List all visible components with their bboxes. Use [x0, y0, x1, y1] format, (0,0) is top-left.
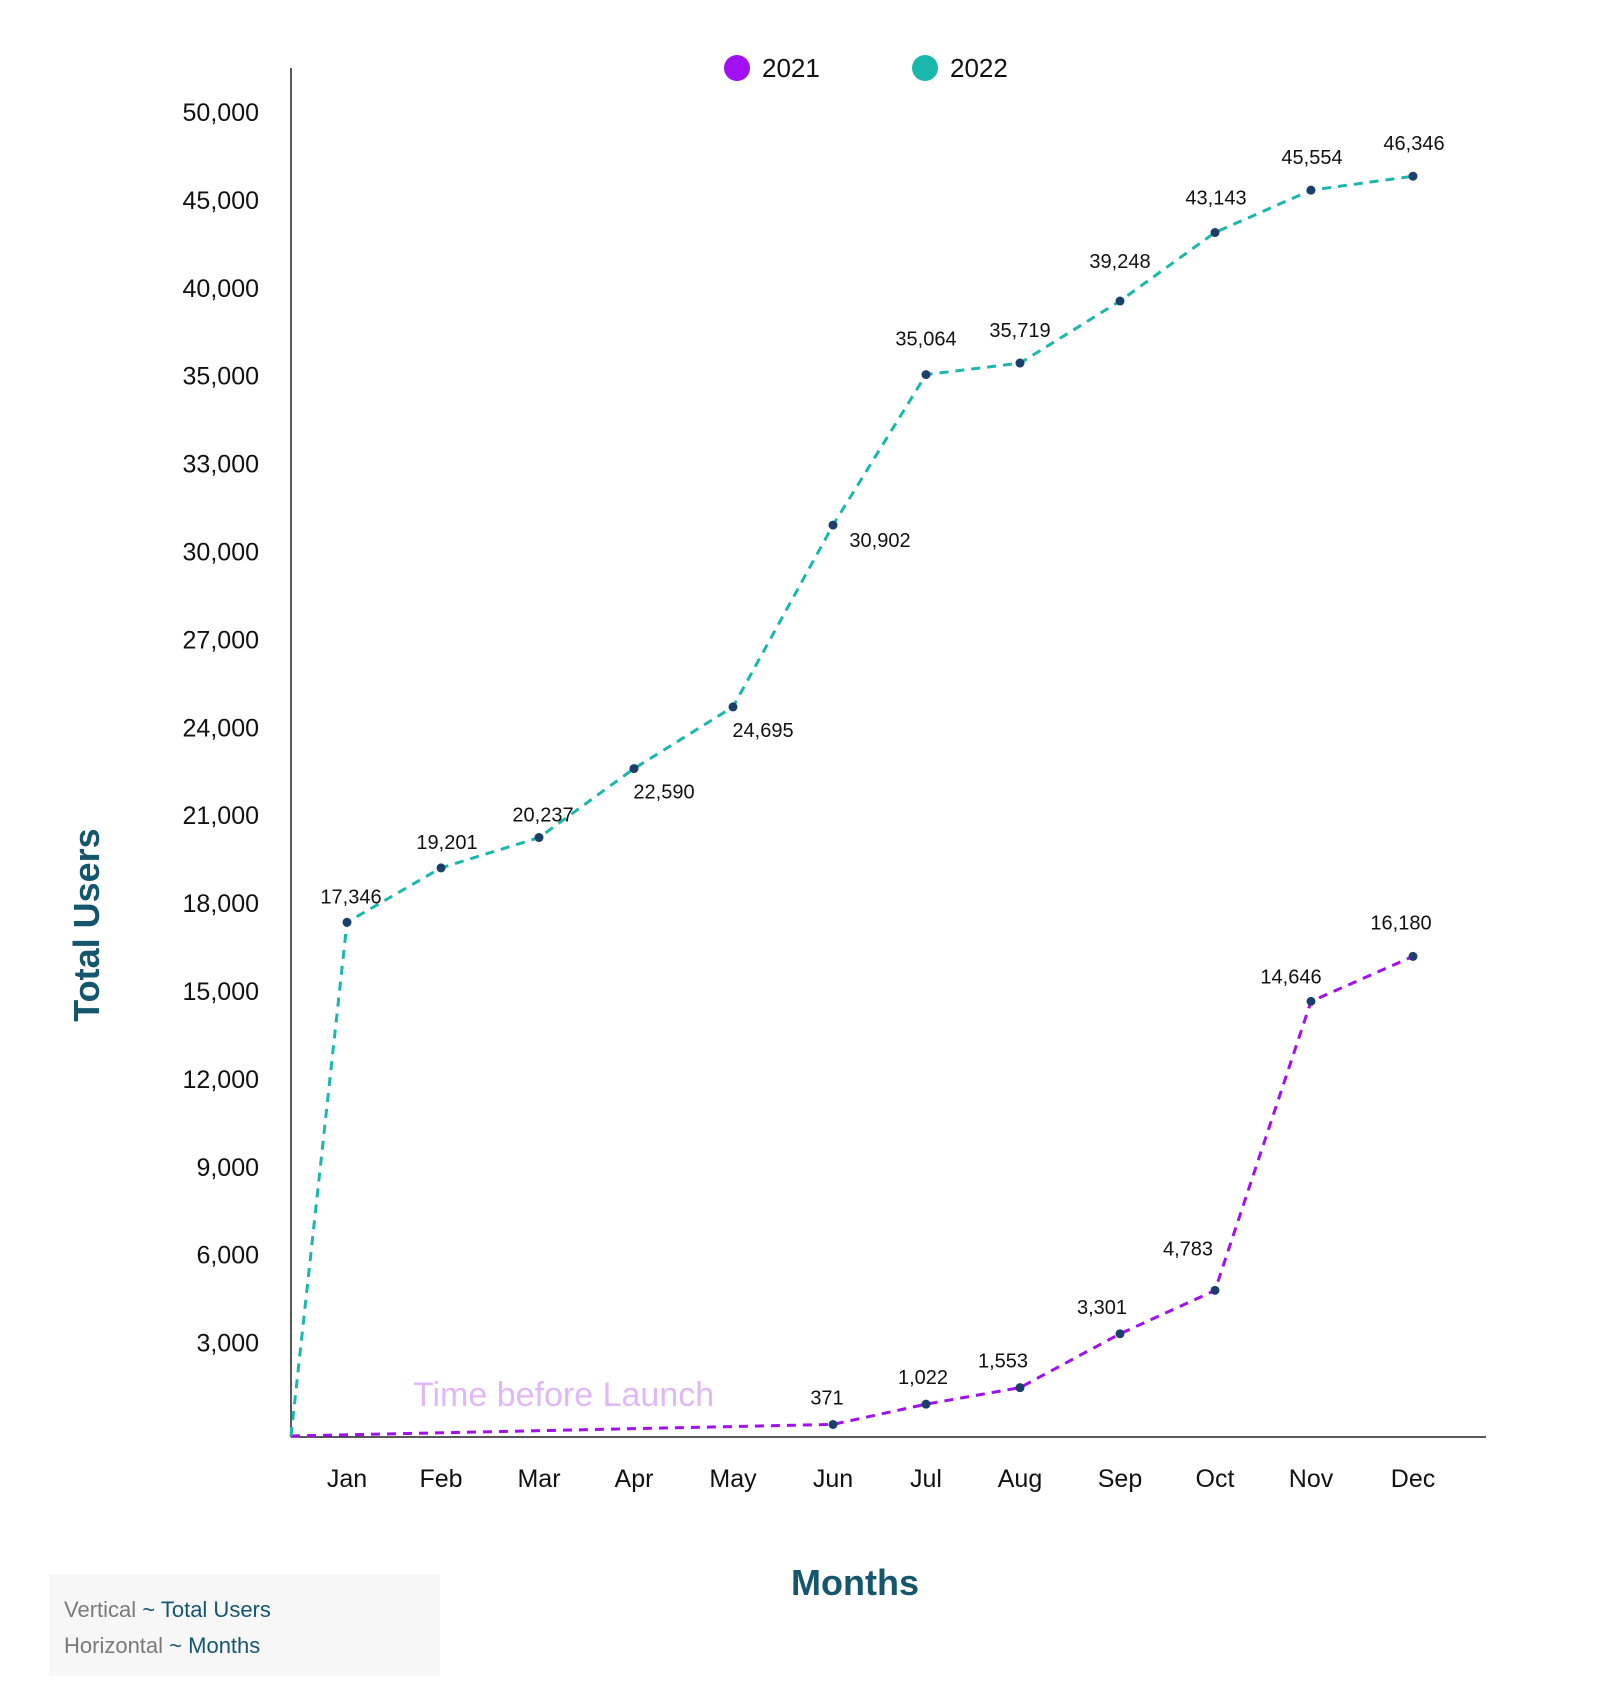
data-label-2022-aug: 35,719 — [989, 320, 1050, 342]
data-label-2021-nov: 14,646 — [1260, 966, 1321, 988]
point-2021-sep — [1115, 1329, 1125, 1339]
point-2022-mar — [534, 833, 544, 843]
data-label-2022-dec: 46,346 — [1383, 133, 1444, 155]
data-label-2022-apr: 22,590 — [633, 782, 694, 804]
point-2022-oct — [1210, 228, 1220, 238]
point-2021-oct — [1210, 1285, 1220, 1295]
x-tick-label-jun: Jun — [813, 1465, 853, 1493]
legend-swatch-2022 — [912, 55, 938, 81]
y-axis-title: Total Users — [66, 828, 107, 1021]
y-axis-ticks: 3,000 6,000 9,000 12,000 15,000 18,000 21,000 2… — [183, 99, 259, 1358]
data-label-2021-sep: 3,301 — [1077, 1297, 1127, 1319]
y-tick-label: 27,000 — [183, 626, 259, 654]
y-tick-label: 24,000 — [183, 714, 259, 742]
point-2022-feb — [436, 863, 446, 873]
y-tick-label: 9,000 — [196, 1154, 259, 1182]
y-tick-label: 3,000 — [196, 1330, 259, 1358]
x-tick-label-may: May — [709, 1465, 757, 1493]
y-tick-label: 40,000 — [183, 275, 259, 303]
point-2022-may — [728, 702, 738, 712]
axes — [290, 68, 1486, 1438]
data-label-2021-aug: 1,553 — [978, 1351, 1028, 1373]
point-2022-apr — [629, 764, 639, 774]
y-tick-label: 45,000 — [183, 187, 259, 215]
x-tick-label-aug: Aug — [998, 1465, 1042, 1493]
point-2022-dec — [1408, 171, 1418, 181]
legend-label-2021: 2021 — [762, 53, 820, 83]
note-horizontal-value: ~ Months — [169, 1633, 261, 1658]
legend-swatch-2021 — [724, 55, 750, 81]
note-vertical-line: Vertical ~ Total Users — [64, 1592, 440, 1628]
x-tick-label-nov: Nov — [1289, 1465, 1334, 1493]
x-axis-ticks: Jan Feb Mar Apr May Jun Jul Aug Sep Oct Nov Dec — [327, 1465, 1435, 1493]
data-label-2022-oct: 43,143 — [1185, 188, 1246, 210]
x-tick-label-feb: Feb — [419, 1465, 462, 1493]
legend: 2021 2022 — [724, 53, 1008, 83]
note-horizontal-line: Horizontal ~ Months — [64, 1628, 440, 1664]
data-label-2021-dec: 16,180 — [1370, 912, 1431, 934]
point-2021-jul — [921, 1399, 931, 1409]
data-label-2022-jul: 35,064 — [895, 329, 956, 351]
point-2021-jun — [828, 1419, 838, 1429]
point-2022-jan — [342, 917, 352, 927]
point-2021-aug — [1015, 1383, 1025, 1393]
data-label-2021-jun: 371 — [810, 1387, 843, 1409]
y-tick-label: 6,000 — [196, 1242, 259, 1270]
x-axis-title: Months — [791, 1562, 919, 1603]
y-tick-label: 18,000 — [183, 890, 259, 918]
point-2022-sep — [1115, 296, 1125, 306]
note-vertical-key: Vertical — [64, 1597, 137, 1622]
y-tick-label: 21,000 — [183, 802, 259, 830]
x-tick-label-sep: Sep — [1098, 1465, 1142, 1493]
series-line-2022 — [289, 174, 1414, 1437]
data-label-2021-oct: 4,783 — [1163, 1238, 1213, 1260]
axis-key-note: Vertical ~ Total Users Horizontal ~ Mont… — [49, 1574, 440, 1676]
x-tick-label-dec: Dec — [1391, 1465, 1435, 1493]
time-before-launch-annotation: Time before Launch — [413, 1376, 714, 1414]
y-tick-label: 33,000 — [183, 451, 259, 479]
y-tick-label: 50,000 — [183, 99, 259, 127]
data-label-2022-sep: 39,248 — [1089, 251, 1150, 273]
note-horizontal-key: Horizontal — [64, 1633, 164, 1658]
y-tick-label: 30,000 — [183, 539, 259, 567]
point-2022-nov — [1306, 185, 1316, 195]
x-tick-label-mar: Mar — [517, 1465, 560, 1493]
x-tick-label-oct: Oct — [1196, 1465, 1235, 1493]
y-tick-label: 15,000 — [183, 978, 259, 1006]
x-tick-label-jan: Jan — [327, 1465, 367, 1493]
point-2022-jul — [921, 370, 931, 380]
y-tick-label: 12,000 — [183, 1066, 259, 1094]
series-line-2021 — [290, 955, 1414, 1438]
data-label-2022-mar: 20,237 — [512, 805, 573, 827]
point-2022-aug — [1015, 358, 1025, 368]
data-points — [342, 171, 1418, 1429]
point-2021-nov — [1306, 996, 1316, 1006]
x-tick-label-apr: Apr — [615, 1465, 654, 1493]
point-2022-jun — [828, 520, 838, 530]
data-label-2022-jun: 30,902 — [849, 530, 910, 552]
x-tick-label-jul: Jul — [910, 1465, 942, 1493]
data-label-2022-nov: 45,554 — [1281, 147, 1342, 169]
legend-label-2022: 2022 — [950, 53, 1008, 83]
y-tick-label: 35,000 — [183, 363, 259, 391]
series-lines — [289, 174, 1414, 1438]
point-2021-dec — [1408, 951, 1418, 961]
data-label-2022-feb: 19,201 — [416, 832, 477, 854]
data-label-2022-may: 24,695 — [732, 720, 793, 742]
data-label-2021-jul: 1,022 — [898, 1367, 948, 1389]
data-labels: 371 1,022 1,553 3,301 4,783 14,646 16,180 17,34… — [320, 133, 1444, 1409]
data-label-2022-jan: 17,346 — [320, 886, 381, 908]
note-vertical-value: ~ Total Users — [142, 1597, 271, 1622]
